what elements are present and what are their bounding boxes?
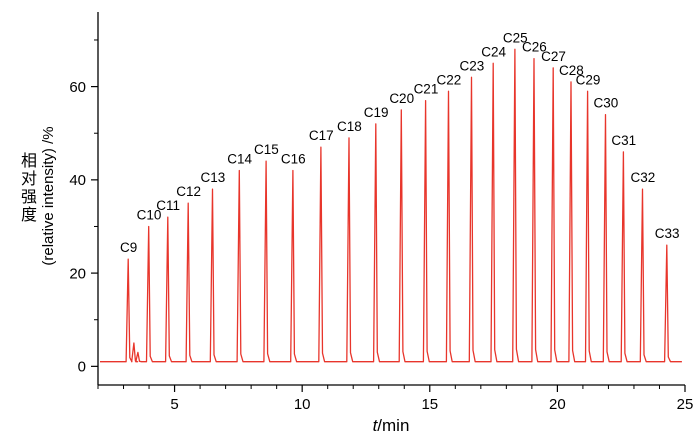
peak-label-C23: C23 bbox=[460, 58, 485, 73]
x-tick-label: 20 bbox=[549, 396, 566, 413]
peak-label-C27: C27 bbox=[541, 49, 566, 64]
peak-label-C25: C25 bbox=[503, 30, 528, 45]
peak-label-C31: C31 bbox=[611, 133, 636, 148]
peak-label-C21: C21 bbox=[414, 82, 439, 97]
x-tick-label: 15 bbox=[421, 396, 438, 413]
peak-label-C12: C12 bbox=[176, 184, 201, 199]
peak-label-C26: C26 bbox=[522, 40, 547, 55]
peak-label-C13: C13 bbox=[200, 170, 225, 185]
peak-label-C22: C22 bbox=[437, 72, 462, 87]
x-tick-label: 10 bbox=[294, 396, 311, 413]
x-axis-label-unit: /min bbox=[377, 416, 410, 435]
peak-label-C29: C29 bbox=[576, 72, 601, 87]
peak-label-C17: C17 bbox=[309, 128, 334, 143]
chromatogram-trace bbox=[100, 48, 682, 363]
y-tick-label: 60 bbox=[69, 79, 86, 96]
x-tick-label: 5 bbox=[170, 396, 178, 413]
y-tick-label: 20 bbox=[69, 265, 86, 282]
peak-label-C30: C30 bbox=[593, 96, 618, 111]
peak-label-C16: C16 bbox=[281, 152, 306, 167]
x-axis-label: t/min bbox=[321, 416, 461, 436]
y-axis-label-english: (relative intensity) /% bbox=[40, 126, 57, 266]
x-tick-label: 25 bbox=[677, 396, 694, 413]
y-tick-label: 40 bbox=[69, 172, 86, 189]
peak-label-C11: C11 bbox=[156, 198, 180, 213]
peak-label-C33: C33 bbox=[655, 226, 680, 241]
peak-label-C28: C28 bbox=[559, 63, 584, 78]
peak-label-C24: C24 bbox=[481, 44, 506, 59]
peak-label-C14: C14 bbox=[227, 152, 252, 167]
peak-label-C18: C18 bbox=[337, 119, 362, 134]
peak-label-C15: C15 bbox=[254, 142, 279, 157]
peak-label-C32: C32 bbox=[631, 170, 656, 185]
peak-label-C10: C10 bbox=[137, 207, 162, 222]
peak-label-C9: C9 bbox=[120, 240, 137, 255]
y-tick-label: 0 bbox=[78, 359, 86, 376]
peak-label-C20: C20 bbox=[389, 91, 414, 106]
peak-label-C19: C19 bbox=[364, 105, 389, 120]
x-axis-label-variable: t bbox=[372, 416, 378, 435]
y-axis-label-chinese: 相对强度 bbox=[18, 152, 35, 224]
